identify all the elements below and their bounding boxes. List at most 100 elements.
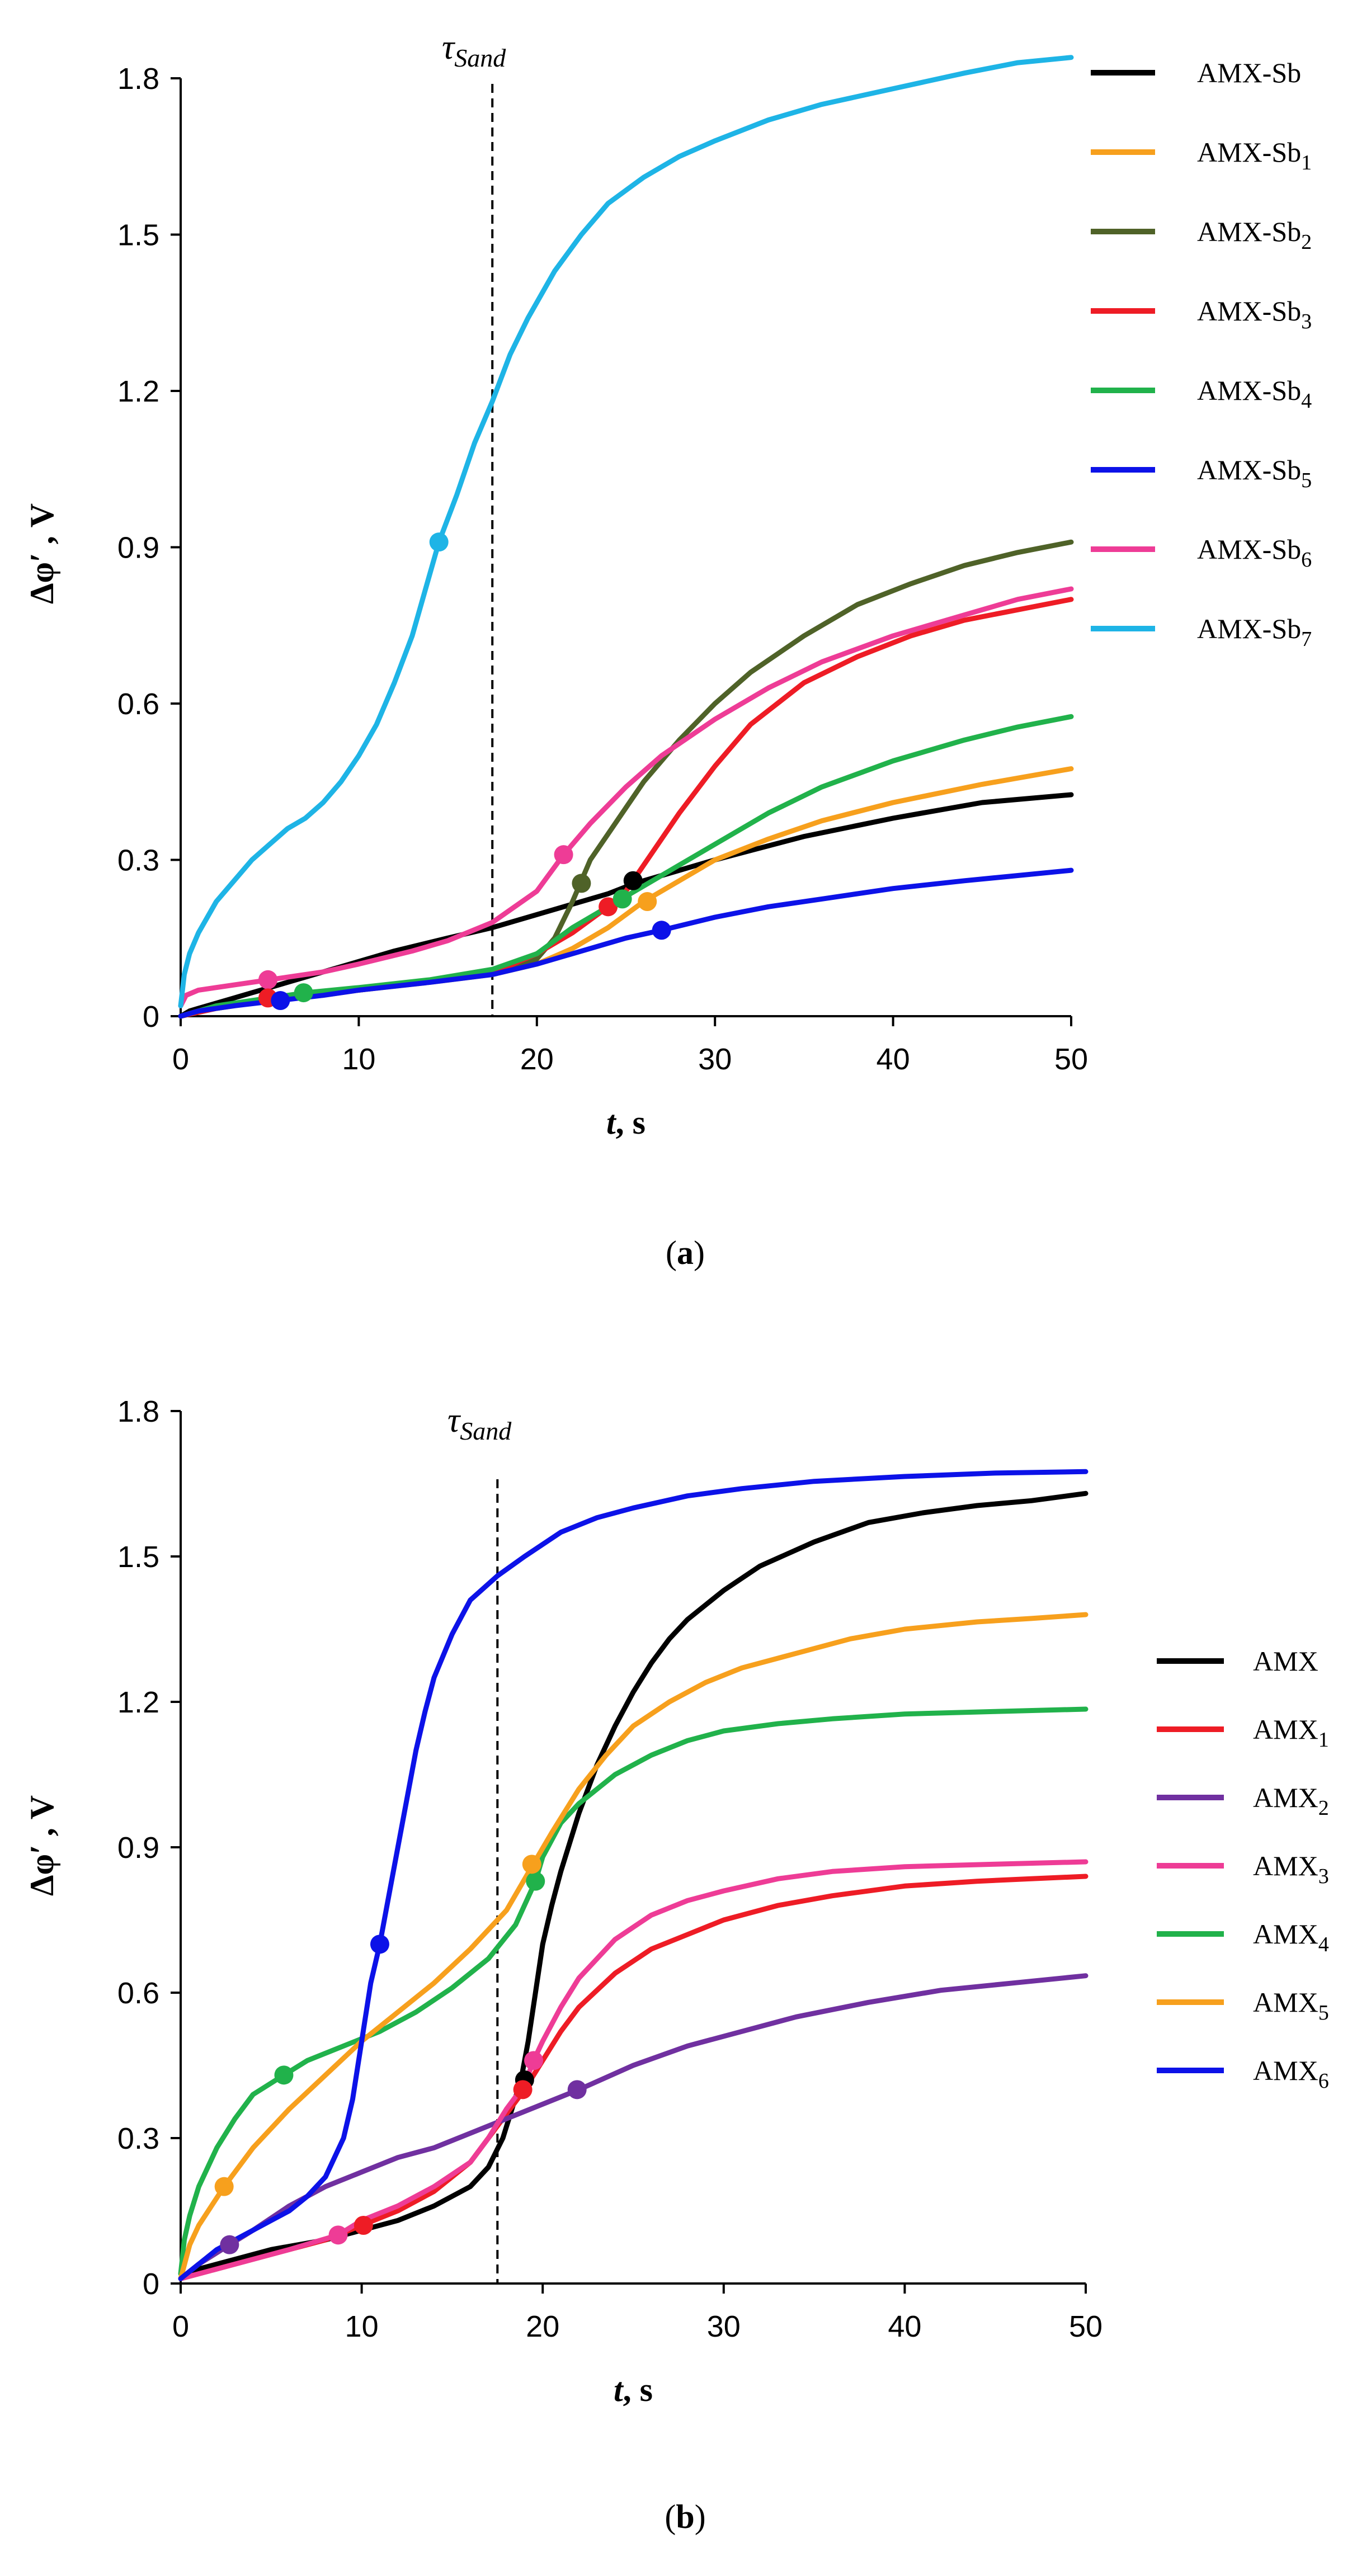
series-marker-amx-sb7: [429, 532, 449, 552]
legend-item: AMX: [1157, 1645, 1318, 1677]
x-tick-label: 30: [707, 2310, 741, 2343]
legend-item: AMX6: [1157, 2055, 1329, 2093]
legend-label-subscript: 3: [1318, 1865, 1329, 1888]
chart-panel-b: 0 0.3 0.6 0.9 1.2 1.5 1.8 0 10 20 30 40 50 t, s Δφ′ , …: [23, 1395, 1329, 2535]
tau-sand-label: τSand: [447, 1402, 512, 1445]
legend-item: AMX-Sb: [1091, 57, 1301, 88]
series-line-amx4: [178, 1706, 1089, 2277]
x-axis-unit: , s: [616, 1104, 646, 1141]
legend-label-base: AMX: [1253, 1850, 1318, 1881]
tau-symbol: τ: [442, 29, 456, 67]
legend-label: AMX-Sb6: [1197, 534, 1312, 572]
y-tick-label: 0: [143, 1000, 159, 1034]
early-marker: [294, 983, 313, 1003]
series-marker-amx-sb5: [652, 921, 671, 940]
series-line-amx2: [178, 1973, 1089, 2281]
early-marker: [258, 970, 278, 989]
legend-item: AMX3: [1157, 1850, 1329, 1888]
x-axis-variable: t: [606, 1104, 617, 1141]
series-marker-amx-sb3: [599, 897, 618, 917]
early-marker: [274, 2065, 294, 2085]
legend-label-base: AMX-Sb: [1197, 375, 1301, 406]
y-tick-label: 0.9: [117, 1831, 159, 1865]
legend-label-base: AMX-Sb: [1197, 136, 1301, 168]
legend-label: AMX4: [1253, 1918, 1329, 1956]
series-marker-amx-sb2: [572, 874, 591, 893]
y-tick-label: 1.2: [117, 375, 159, 408]
legend-label-subscript: 5: [1318, 2001, 1329, 2025]
legend-item: AMX4: [1157, 1918, 1329, 1956]
series-line-amx: [178, 1490, 1089, 2281]
series-marker-amx4: [526, 1871, 545, 1891]
x-tick-label: 0: [172, 2310, 189, 2343]
legend-label-subscript: 4: [1301, 389, 1312, 413]
legend-label-base: AMX-Sb: [1197, 216, 1301, 247]
legend-label: AMX1: [1253, 1714, 1329, 1752]
series-line-amx5: [178, 1612, 1089, 2281]
legend-label: AMX6: [1253, 2055, 1329, 2093]
tau-subscript: Sand: [454, 44, 506, 72]
series-marker-amx-sb6: [554, 845, 573, 865]
legend-label: AMX2: [1253, 1782, 1329, 1820]
legend-label-subscript: 3: [1301, 310, 1312, 333]
legend-item: AMX1: [1157, 1714, 1329, 1752]
legend-item: AMX-Sb1: [1091, 136, 1312, 174]
legend-item: AMX-Sb7: [1091, 613, 1312, 651]
legend-label-subscript: 2: [1301, 230, 1312, 254]
legend-label: AMX-Sb7: [1197, 613, 1312, 651]
caption-letter: a: [677, 1234, 694, 1271]
legend-label-subscript: 6: [1318, 2069, 1329, 2093]
y-axis-title: Δφ′ , V: [23, 1795, 60, 1896]
x-tick-label: 10: [342, 1042, 375, 1076]
series-marker-amx3: [524, 2051, 544, 2070]
y-tick-label: 1.2: [117, 1686, 159, 1719]
legend-label-base: AMX-Sb: [1197, 613, 1301, 644]
legend-label-subscript: 2: [1318, 1796, 1329, 1820]
caption-paren-open: (: [665, 2498, 676, 2535]
legend-label: AMX-Sb4: [1197, 375, 1312, 413]
legend-label-subscript: 1: [1301, 151, 1312, 174]
legend-label-base: AMX-Sb: [1197, 534, 1301, 565]
legend-label-subscript: 5: [1301, 469, 1312, 492]
series-line-amx1: [178, 1874, 1089, 2281]
x-tick-label: 40: [877, 1042, 910, 1076]
series-marker-amx1: [513, 2080, 533, 2100]
legend-item: AMX-Sb3: [1091, 295, 1312, 333]
series-line-amx-sb7: [178, 55, 1074, 1008]
legend-label: AMX: [1253, 1645, 1318, 1677]
legend-label-base: AMX-Sb: [1197, 295, 1301, 327]
tau-symbol: τ: [447, 1402, 461, 1440]
legend-item: AMX5: [1157, 1987, 1329, 2025]
y-tick-label: 1.5: [117, 1540, 159, 1574]
legend-item: AMX-Sb6: [1091, 534, 1312, 572]
legend-label-subscript: 4: [1318, 1933, 1329, 1956]
series-marker-amx6: [370, 1935, 389, 1954]
series-marker-amx5: [522, 1855, 541, 1874]
x-axis-title: t, s: [606, 1104, 646, 1141]
x-tick-label: 10: [345, 2310, 379, 2343]
legend-label-base: AMX: [1253, 1918, 1318, 1950]
x-axis-variable: t: [614, 2371, 624, 2408]
legend-label: AMX-Sb3: [1197, 295, 1312, 333]
legend-label-base: AMX: [1253, 1782, 1318, 1813]
legend-label-base: AMX: [1253, 1645, 1318, 1677]
x-axis-unit: , s: [623, 2371, 653, 2408]
y-tick-label: 0.3: [117, 844, 159, 877]
x-tick-label: 30: [698, 1042, 732, 1076]
legend-label: AMX-Sb: [1197, 57, 1301, 88]
series-line-amx6: [178, 1469, 1089, 2281]
series-marker-amx2: [567, 2080, 587, 2100]
legend-label-subscript: 6: [1301, 548, 1312, 572]
legend-label-base: AMX-Sb: [1197, 454, 1301, 485]
legend-label: AMX-Sb1: [1197, 136, 1312, 174]
y-tick-label: 1.8: [117, 1395, 159, 1428]
panel-caption: (a): [666, 1234, 705, 1271]
legend-label-base: AMX: [1253, 2055, 1318, 2086]
legend-label: AMX3: [1253, 1850, 1329, 1888]
legend-label: AMX-Sb5: [1197, 454, 1312, 492]
caption-paren-close: ): [694, 1234, 705, 1271]
y-tick-label: 0.9: [117, 531, 159, 565]
tau-sand-label: τSand: [442, 29, 506, 72]
legend-label-base: AMX: [1253, 1987, 1318, 2018]
